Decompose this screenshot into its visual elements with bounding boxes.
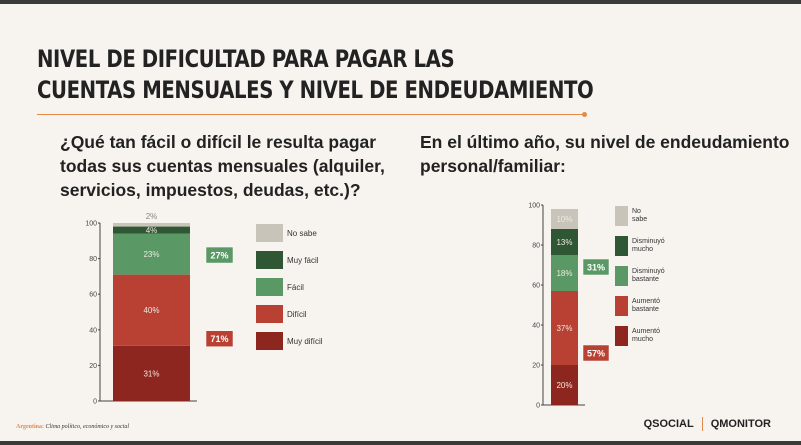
footer-subtitle: Clima político, económico y social: [45, 424, 129, 430]
y-tick-label: 80: [532, 243, 540, 250]
bar-segment: [551, 255, 578, 291]
bar-segment: [551, 209, 578, 229]
legend-label: Aumentó: [632, 298, 660, 305]
legend-swatch: [256, 332, 283, 350]
callout-label: 27%: [210, 251, 228, 261]
y-tick-label: 0: [536, 403, 540, 410]
footer-text: Argentina: Clima político, económico y s…: [16, 424, 129, 430]
legend-label: Disminuyó: [632, 268, 665, 275]
y-tick-label: 20: [89, 363, 97, 370]
bar-segment: [551, 291, 578, 365]
legend-label: bastante: [632, 276, 659, 283]
bar-label: 13%: [556, 238, 572, 247]
callout-box: [205, 246, 234, 264]
legend-label: Muy fácil: [287, 256, 319, 265]
bar-segment: [551, 229, 578, 255]
y-tick-label: 40: [89, 327, 97, 334]
bar-label: 20%: [556, 381, 572, 390]
bar-segment: [113, 223, 190, 227]
bar-segment: [113, 345, 190, 401]
logo-separator: [701, 417, 703, 431]
legend-swatch: [256, 278, 283, 296]
question-line: servicios, impuestos, deudas, etc.)?: [60, 180, 361, 200]
left-question: ¿Qué tan fácil o difícil le resulta paga…: [60, 130, 385, 202]
y-tick-label: 60: [89, 292, 97, 299]
legend-label: Muy difícil: [287, 337, 323, 346]
callout-box: [205, 330, 234, 347]
legend-swatch: [615, 296, 628, 316]
footer-country: Argentina:: [16, 424, 44, 430]
legend-swatch: [615, 266, 628, 286]
legend-label: Difícil: [287, 310, 307, 319]
bar-segment: [113, 274, 190, 346]
callout-label: 57%: [587, 349, 605, 359]
legend-swatch: [256, 305, 283, 323]
callout-label: 31%: [587, 263, 605, 273]
y-tick-label: 80: [89, 256, 97, 263]
y-tick-label: 100: [528, 203, 540, 210]
bar-segment: [113, 226, 190, 234]
y-tick-label: 100: [85, 221, 97, 228]
legend-label: No sabe: [287, 229, 317, 238]
title-line: CUENTAS MENSUALES Y NIVEL DE ENDEUDAMIEN…: [37, 76, 594, 104]
legend-swatch: [615, 326, 628, 346]
question-line: todas sus cuentas mensuales (alquiler,: [60, 156, 385, 176]
legend-label: Disminuyó: [632, 238, 665, 245]
legend-swatch: [256, 224, 283, 242]
legend-label: bastante: [632, 306, 659, 313]
y-tick-label: 20: [532, 363, 540, 370]
legend-label: mucho: [632, 246, 653, 253]
legend-swatch: [615, 206, 628, 226]
bar-segment: [113, 233, 190, 275]
question-line: En el último año, su nivel de endeudamie…: [420, 132, 790, 152]
bar-label: 31%: [143, 369, 159, 378]
top-bar: [0, 0, 801, 4]
legend-label: Aumentó: [632, 328, 660, 335]
callout-box: [582, 258, 610, 276]
y-tick-label: 0: [93, 399, 97, 406]
y-tick-label: 60: [532, 283, 540, 290]
page-title: NIVEL DE DIFICULTAD PARA PAGAR LAS CUENT…: [37, 44, 594, 106]
bar-label: 23%: [143, 250, 159, 259]
callout-box: [582, 344, 610, 362]
legend-label: Fácil: [287, 283, 304, 292]
right-question: En el último año, su nivel de endeudamie…: [420, 130, 790, 178]
bottom-bar: [0, 441, 801, 445]
qsocial-logo: QSOCIAL: [643, 418, 694, 430]
title-line: NIVEL DE DIFICULTAD PARA PAGAR LAS: [37, 45, 455, 73]
bar-label: 37%: [556, 324, 572, 333]
callout-label: 71%: [210, 334, 228, 344]
question-line: personal/familiar:: [420, 156, 566, 176]
legend-swatch: [256, 251, 283, 269]
legend-label: sabe: [632, 216, 647, 223]
legend-swatch: [615, 236, 628, 256]
bar-label: 10%: [556, 215, 572, 224]
bar-label: 40%: [143, 306, 159, 315]
qmonitor-logo: QMONITOR: [710, 418, 771, 430]
question-line: ¿Qué tan fácil o difícil le resulta paga…: [60, 132, 377, 152]
title-divider: [37, 112, 587, 117]
bar-segment: [551, 365, 578, 405]
legend-label: No: [632, 208, 641, 215]
logos: QSOCIAL QMONITOR: [644, 417, 771, 431]
bar-label: 4%: [146, 226, 158, 235]
bar-label: 18%: [556, 269, 572, 278]
y-tick-label: 40: [532, 323, 540, 330]
legend-label: mucho: [632, 336, 653, 343]
bar-label: 2%: [146, 212, 158, 221]
